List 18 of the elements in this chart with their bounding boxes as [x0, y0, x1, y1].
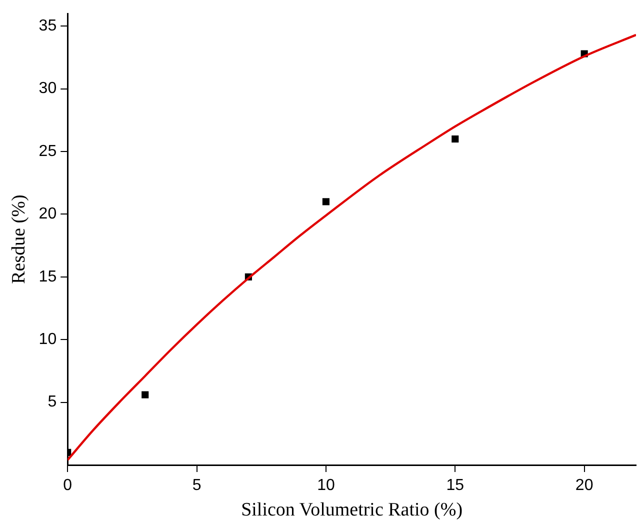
y-tick-label: 35 [38, 18, 57, 35]
x-tick-label: 5 [192, 477, 202, 494]
y-tick-label: 10 [38, 331, 57, 348]
point [142, 391, 149, 398]
y-axis-title: Resdue (%) [8, 194, 30, 284]
x-tick-label: 10 [317, 477, 335, 494]
x-tick-label: 15 [446, 477, 464, 494]
x-tick-label: 20 [575, 477, 594, 494]
line-series [68, 34, 636, 462]
y-tick-label: 25 [38, 142, 57, 160]
y-tick-label: 20 [38, 206, 57, 223]
x-axis-title: Silicon Volumetric Ratio (%) [241, 500, 463, 521]
y-tick-label: 15 [38, 268, 57, 286]
point [452, 135, 459, 143]
point [322, 198, 330, 206]
y-tick-label: 5 [48, 394, 57, 411]
y-tick-label: 30 [38, 80, 57, 98]
x-tick-label: 0 [63, 477, 72, 494]
